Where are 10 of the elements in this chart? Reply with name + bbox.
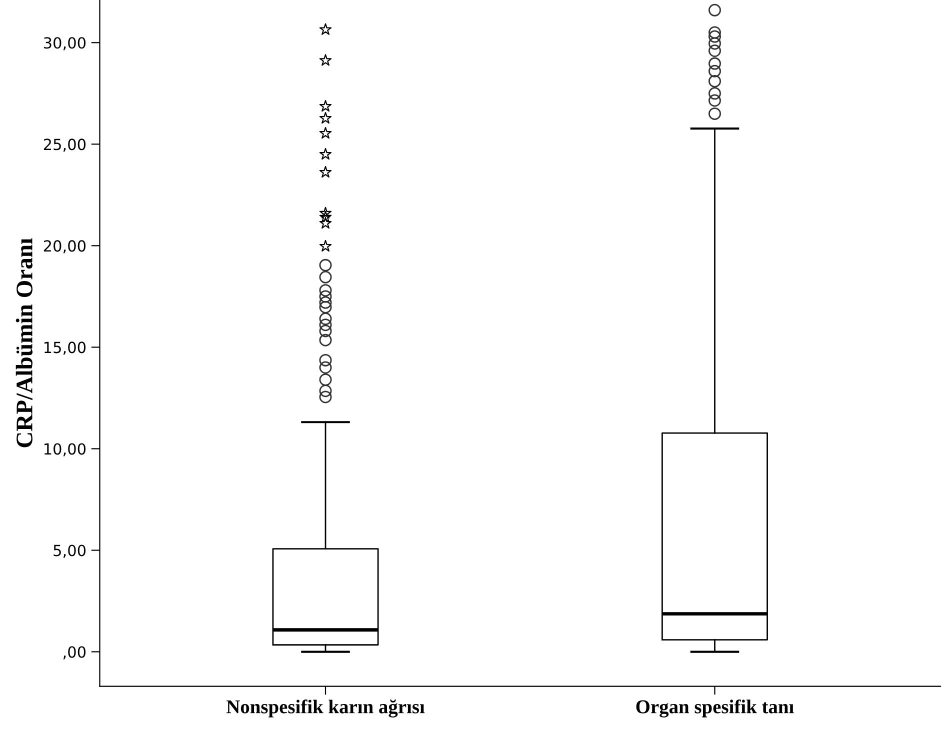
y-tick-label: 5,00: [54, 544, 86, 558]
y-tick-label: 25,00: [44, 138, 86, 152]
y-tick-label: 20,00: [44, 240, 86, 254]
y-axis-title: CRP/Albümin Oranı: [16, 238, 33, 448]
y-tick-label: 30,00: [44, 37, 86, 50]
y-tick-label: 15,00: [44, 342, 86, 355]
y-tick-label: 10,00: [44, 443, 86, 456]
x-tick-label: Organ spesifik tanı: [636, 699, 794, 718]
y-tick-label: ,00: [63, 646, 86, 660]
x-tick-label: Nonspesifik karın ağrısı: [226, 699, 425, 718]
